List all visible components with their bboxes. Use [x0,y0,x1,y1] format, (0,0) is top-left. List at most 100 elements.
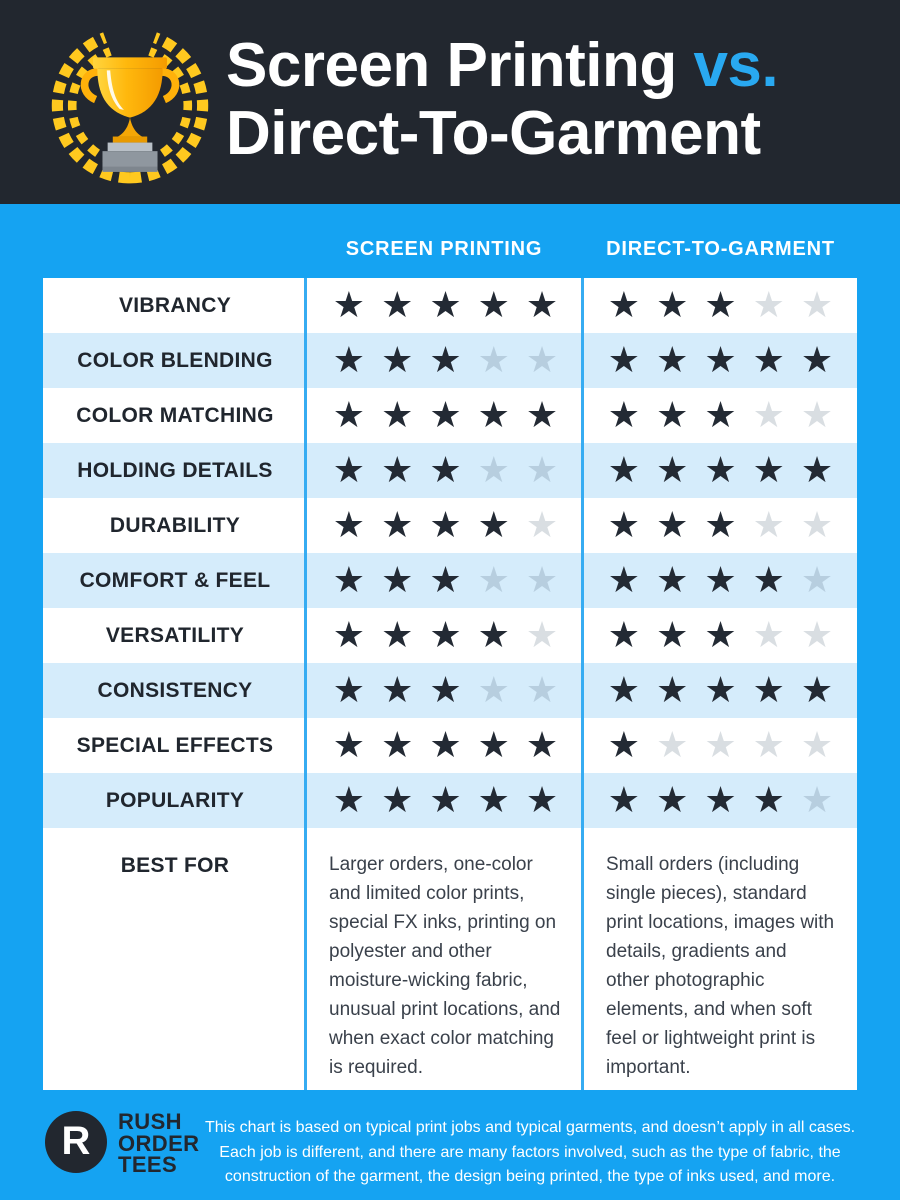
best-for-dtg-text: Small orders (including single pieces), … [606,854,835,1078]
star-filled-icon: ★ [332,560,366,601]
star-empty-icon: ★ [800,615,834,656]
star-filled-icon: ★ [704,560,737,601]
table-row: COLOR MATCHING ★ ★ ★ ★ ★ ★ ★ ★ ★ ★ [43,388,857,443]
star-filled-icon: ★ [429,450,462,491]
star-filled-icon: ★ [656,780,689,821]
stars-screen-printing: ★ ★ ★ ★ ★ [307,278,584,333]
stars-screen-printing: ★ ★ ★ ★ ★ [307,718,584,773]
star-filled-icon: ★ [525,780,559,821]
row-label: DURABILITY [109,513,241,537]
stars-screen-printing: ★ ★ ★ ★ ★ [307,553,584,608]
star-filled-icon: ★ [477,725,510,766]
star-empty-icon: ★ [525,505,559,546]
star-empty-icon: ★ [656,725,689,766]
row-label: CONSISTENCY [97,678,253,702]
star-filled-icon: ★ [607,285,641,326]
logo-word-1: RUSH [118,1109,182,1134]
star-empty-icon: ★ [477,340,510,381]
star-filled-icon: ★ [704,285,737,326]
star-empty-icon: ★ [525,560,559,601]
stars-screen-printing: ★ ★ ★ ★ ★ [307,443,584,498]
star-filled-icon: ★ [607,505,641,546]
star-filled-icon: ★ [429,395,462,436]
star-empty-icon: ★ [752,615,785,656]
best-for-screen-printing-text: Larger orders, one-color and limited col… [329,854,561,1078]
table-row: POPULARITY ★ ★ ★ ★ ★ ★ ★ ★ ★ ★ [43,773,857,828]
star-filled-icon: ★ [752,670,785,711]
star-filled-icon: ★ [381,780,414,821]
header-banner: Screen Printing vs. Direct-To-Garment [0,0,900,204]
star-filled-icon: ★ [800,670,834,711]
star-filled-icon: ★ [381,505,414,546]
star-filled-icon: ★ [656,450,689,491]
star-filled-icon: ★ [429,285,462,326]
footer: R RUSH ORDER TEES This chart is based on… [0,1090,900,1200]
table-row: HOLDING DETAILS ★ ★ ★ ★ ★ ★ ★ ★ ★ ★ [43,443,857,498]
star-filled-icon: ★ [381,395,414,436]
star-filled-icon: ★ [656,285,689,326]
star-filled-icon: ★ [656,615,689,656]
stars-dtg: ★ ★ ★ ★ ★ [584,498,857,553]
star-filled-icon: ★ [332,780,366,821]
star-filled-icon: ★ [429,560,462,601]
star-filled-icon: ★ [656,670,689,711]
row-label: COMFORT & FEEL [79,568,271,592]
stars-dtg: ★ ★ ★ ★ ★ [584,443,857,498]
title-line-2: Direct-To-Garment [226,99,761,168]
star-filled-icon: ★ [525,395,559,436]
star-filled-icon: ★ [429,505,462,546]
best-for-row: BEST FOR Larger orders, one-color and li… [43,828,857,1090]
table-row: COLOR BLENDING ★ ★ ★ ★ ★ ★ ★ ★ ★ ★ [43,333,857,388]
logo-wordmark: RUSH ORDER TEES [118,1111,199,1176]
row-label: VIBRANCY [118,293,232,317]
star-filled-icon: ★ [525,285,559,326]
star-empty-icon: ★ [525,670,559,711]
stars-screen-printing: ★ ★ ★ ★ ★ [307,663,584,718]
stars-dtg: ★ ★ ★ ★ ★ [584,553,857,608]
star-empty-icon: ★ [525,450,559,491]
stars-dtg: ★ ★ ★ ★ ★ [584,388,857,443]
star-empty-icon: ★ [704,725,737,766]
star-filled-icon: ★ [332,505,366,546]
star-filled-icon: ★ [381,615,414,656]
star-filled-icon: ★ [704,395,737,436]
row-label: COLOR BLENDING [77,348,273,372]
star-filled-icon: ★ [607,670,641,711]
title-vs: vs. [693,31,779,100]
star-filled-icon: ★ [656,340,689,381]
star-filled-icon: ★ [704,780,737,821]
star-filled-icon: ★ [477,615,510,656]
star-filled-icon: ★ [381,560,414,601]
row-label: POPULARITY [105,788,245,812]
title-line-1: Screen Printing vs. [226,31,779,100]
star-filled-icon: ★ [332,725,366,766]
star-filled-icon: ★ [477,395,510,436]
star-filled-icon: ★ [429,340,462,381]
star-filled-icon: ★ [332,395,366,436]
star-filled-icon: ★ [704,615,737,656]
star-empty-icon: ★ [477,670,510,711]
star-empty-icon: ★ [800,395,834,436]
stars-screen-printing: ★ ★ ★ ★ ★ [307,608,584,663]
star-filled-icon: ★ [477,285,510,326]
table-row: VIBRANCY ★ ★ ★ ★ ★ ★ ★ ★ ★ ★ [43,278,857,333]
star-filled-icon: ★ [477,505,510,546]
star-filled-icon: ★ [704,340,737,381]
star-filled-icon: ★ [800,450,834,491]
star-filled-icon: ★ [607,340,641,381]
star-filled-icon: ★ [607,780,641,821]
column-separator [581,278,584,1090]
stars-screen-printing: ★ ★ ★ ★ ★ [307,498,584,553]
star-filled-icon: ★ [704,670,737,711]
star-filled-icon: ★ [752,780,785,821]
star-filled-icon: ★ [381,450,414,491]
column-separator [304,278,307,1090]
stars-dtg: ★ ★ ★ ★ ★ [584,333,857,388]
star-empty-icon: ★ [752,285,785,326]
column-header-dtg: DIRECT-TO-GARMENT [606,238,835,260]
logo-word-2: ORDER [118,1130,200,1156]
trophy-laurel-icon [44,15,216,191]
star-filled-icon: ★ [704,450,737,491]
star-filled-icon: ★ [800,340,834,381]
